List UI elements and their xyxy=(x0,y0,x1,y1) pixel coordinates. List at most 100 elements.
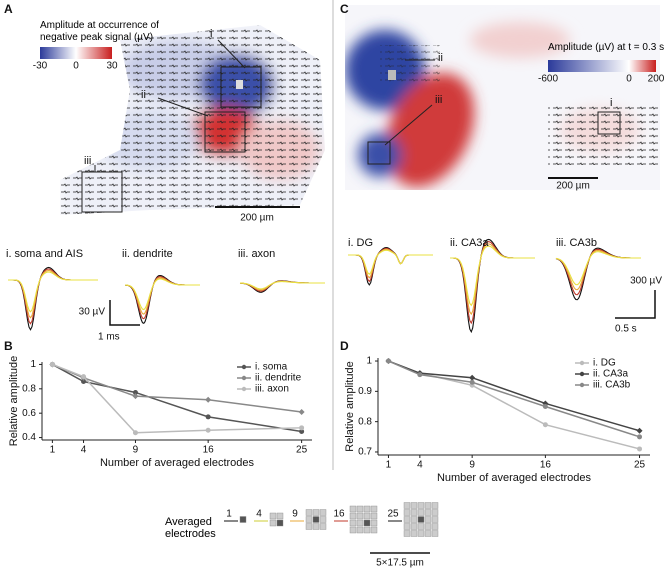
legend-marker xyxy=(241,364,247,370)
x-tick-label: 1 xyxy=(50,445,56,456)
trace xyxy=(555,251,641,286)
electrode-cell xyxy=(349,519,357,527)
electrode-cell xyxy=(403,523,411,530)
colorbar-a xyxy=(40,47,112,59)
electrode-cell xyxy=(424,523,432,530)
electrode-cell xyxy=(276,512,284,520)
legend-count: 4 xyxy=(256,509,262,520)
legend-marker xyxy=(579,382,585,388)
electrode-cell xyxy=(410,523,418,530)
legend-label: ii. CA3a xyxy=(593,369,628,380)
trace-title: ii. CA3a xyxy=(450,237,489,249)
traces xyxy=(8,238,641,334)
y-tick-label: 0.8 xyxy=(22,383,36,394)
trace-title: iii. axon xyxy=(238,248,275,260)
electrode-cell xyxy=(312,523,320,530)
trace xyxy=(124,278,200,311)
electrode-cell xyxy=(431,509,439,516)
legend-label: i. soma xyxy=(255,362,288,373)
panel-label: C xyxy=(340,2,349,16)
y-tick-label: 0.4 xyxy=(22,432,36,443)
trace-title: iii. CA3b xyxy=(556,237,597,249)
electrode-cell xyxy=(417,502,425,509)
electrode-cell xyxy=(403,502,411,509)
trace xyxy=(348,246,433,286)
point xyxy=(298,408,305,415)
point xyxy=(637,434,643,440)
point xyxy=(132,393,139,400)
electrode-cell xyxy=(424,502,432,509)
scale-bar-label: 200 µm xyxy=(240,213,274,224)
electrode-cell xyxy=(410,530,418,537)
electrode-cell xyxy=(363,526,371,534)
colorbar-tick-label: 200 xyxy=(648,74,665,85)
point xyxy=(469,374,476,381)
electrode-cell xyxy=(363,505,371,513)
legend-title: Averaged electrodes xyxy=(165,516,216,540)
electrode-cell xyxy=(431,523,439,530)
electrode-cell xyxy=(424,530,432,537)
scale-bar-label: 200 µm xyxy=(556,181,590,192)
y-tick-label: 0.6 xyxy=(22,408,36,419)
point xyxy=(132,430,138,436)
x-tick-label: 4 xyxy=(417,460,423,471)
electrode-cell xyxy=(356,512,364,520)
x-tick-label: 25 xyxy=(634,460,646,471)
electrode-cell xyxy=(239,516,247,523)
electrode-cell xyxy=(349,512,357,520)
electrode-cell xyxy=(319,509,327,516)
electrode-cell xyxy=(305,516,313,523)
legend-marker xyxy=(579,360,585,366)
electrode-cell xyxy=(431,530,439,537)
trace xyxy=(555,249,641,291)
region-label: iii xyxy=(435,94,442,106)
scale-bar-label: 0.5 s xyxy=(615,324,637,335)
point xyxy=(385,358,391,364)
electrode-cell xyxy=(403,516,411,523)
legend-count: 1 xyxy=(226,509,232,520)
electrode-cell xyxy=(417,509,425,516)
x-tick-label: 9 xyxy=(133,445,139,456)
region-label: ii xyxy=(438,52,443,64)
point xyxy=(132,389,138,395)
x-tick-label: 16 xyxy=(203,445,215,456)
electrode-cell xyxy=(410,502,418,509)
colorbar-tick-label: -30 xyxy=(33,61,48,72)
trace-title: i. soma and AIS xyxy=(6,248,83,260)
colorbar-title: Amplitude (µV) at t = 0.3 s xyxy=(548,42,665,53)
legend-count: 9 xyxy=(292,509,298,520)
scale-bar-label: 300 µV xyxy=(630,276,662,287)
heatmap-c xyxy=(345,5,660,190)
colorbar-tick-label: 30 xyxy=(106,61,118,72)
point xyxy=(205,396,212,403)
legend-count: 25 xyxy=(387,509,399,520)
electrode-cell xyxy=(403,509,411,516)
electrode-cell xyxy=(319,523,327,530)
point xyxy=(81,379,87,384)
electrode-cell xyxy=(269,512,277,520)
trace xyxy=(125,277,200,315)
scale-bar-label: 5×17.5 µm xyxy=(376,558,424,569)
x-tick-label: 9 xyxy=(469,460,475,471)
colorbar-tick-label: 0 xyxy=(73,61,79,72)
point xyxy=(636,427,643,434)
electrode-cell xyxy=(370,526,378,534)
y-axis-label: Relative amplitude xyxy=(8,356,20,447)
y-tick-label: 0.7 xyxy=(358,447,372,458)
region-label: i xyxy=(210,28,212,40)
x-axis-label: Number of averaged electrodes xyxy=(100,457,255,469)
trace-title: ii. dendrite xyxy=(122,248,173,260)
electrode-cell xyxy=(363,519,371,527)
electrode-cell xyxy=(410,509,418,516)
electrode-cell xyxy=(370,512,378,520)
point xyxy=(542,404,548,409)
legend-label: iii. axon xyxy=(255,384,289,395)
panel-label: D xyxy=(340,339,349,353)
electrode-cell xyxy=(305,509,313,516)
electrode-cell xyxy=(305,523,313,530)
electrode-cell xyxy=(403,530,411,537)
point xyxy=(469,379,475,385)
electrode-cell xyxy=(424,509,432,516)
scale-bar-label: 30 µV xyxy=(79,307,106,318)
